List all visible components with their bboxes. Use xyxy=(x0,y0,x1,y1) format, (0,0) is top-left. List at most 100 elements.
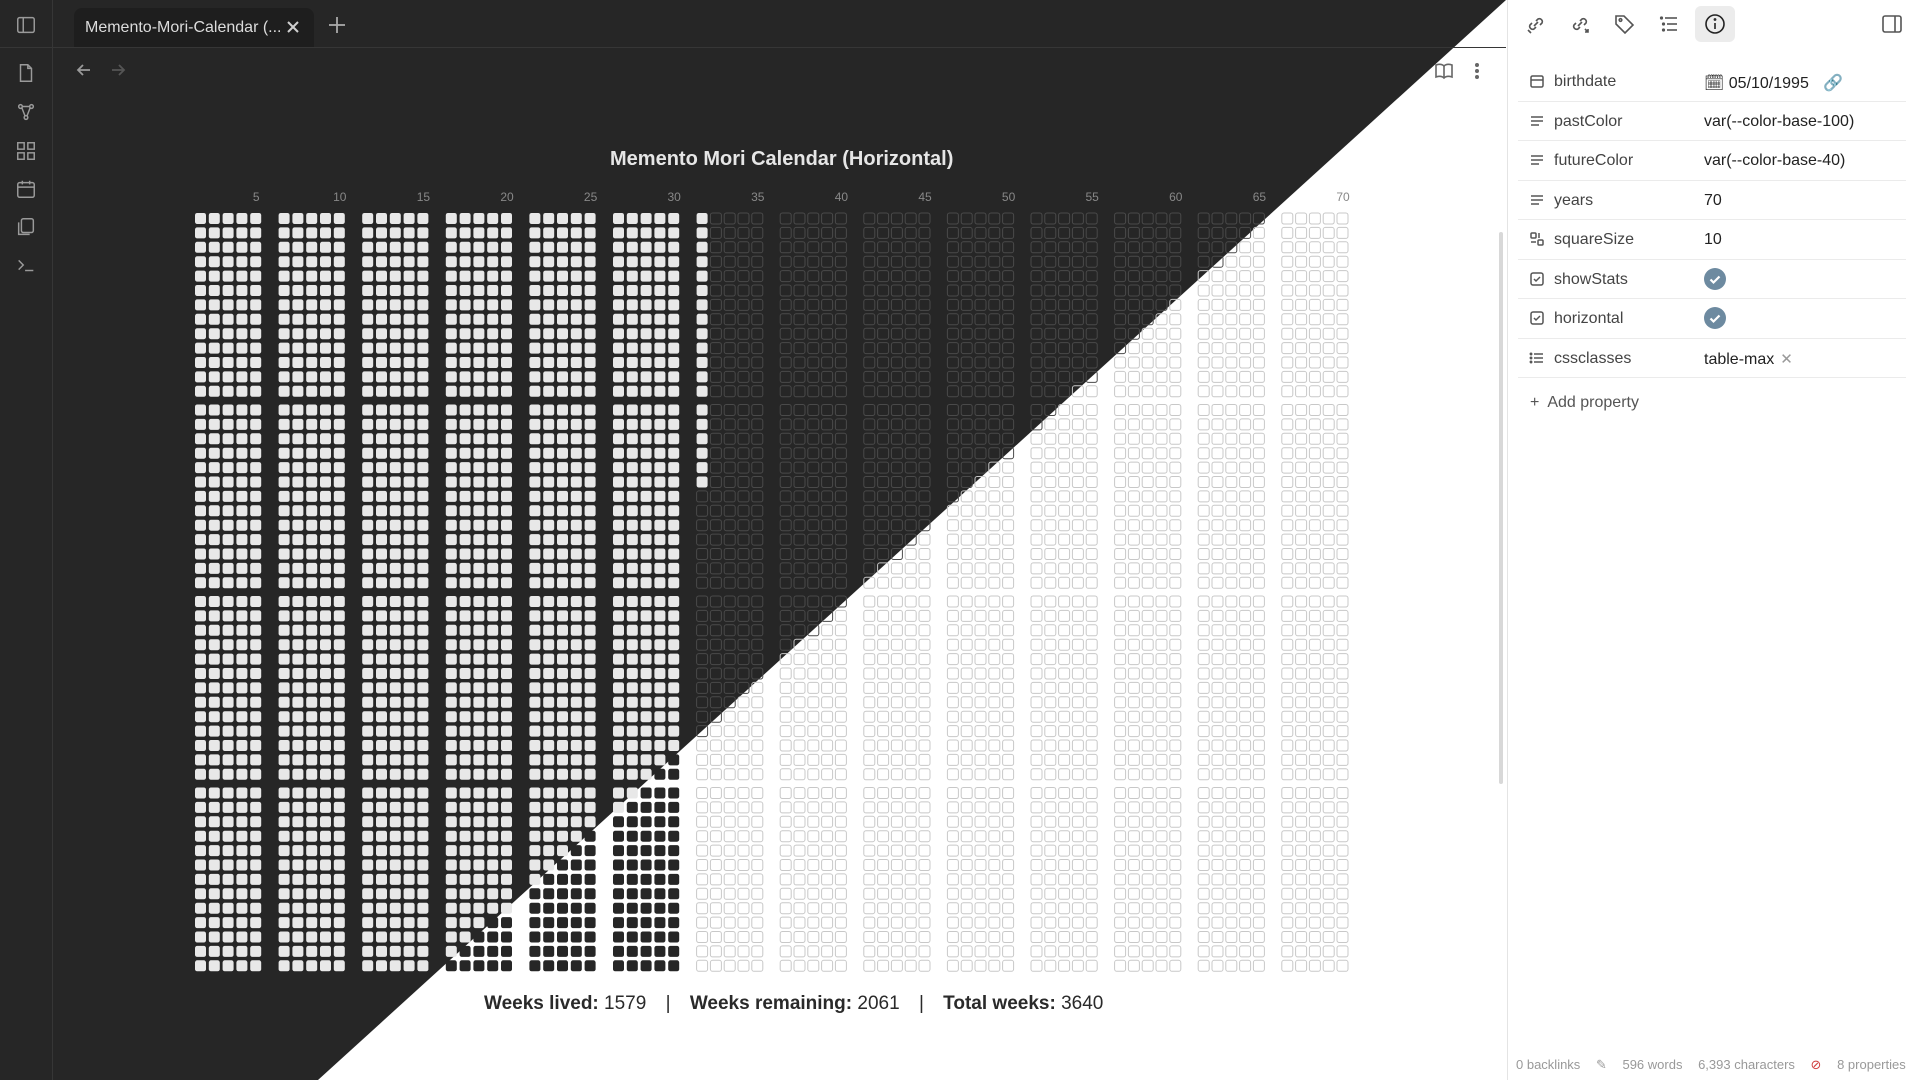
close-icon[interactable] xyxy=(284,18,302,36)
edit-icon[interactable]: ✎ xyxy=(1595,1057,1607,1072)
week-remaining xyxy=(1322,212,1335,225)
tags-icon[interactable] xyxy=(1613,12,1637,36)
week-lived xyxy=(445,299,457,311)
calendar-icon[interactable] xyxy=(1528,72,1546,90)
week-lived xyxy=(389,213,401,224)
week-lived xyxy=(208,610,220,622)
link-icon[interactable]: 🔗 xyxy=(1823,75,1844,92)
week-lived xyxy=(613,241,624,253)
calendar-icon[interactable] xyxy=(15,178,37,200)
date-value[interactable]: 05/10/1995 xyxy=(1728,75,1809,92)
checked-checkbox[interactable] xyxy=(1704,267,1726,290)
reading-view-icon[interactable] xyxy=(1433,60,1455,82)
week-remaining xyxy=(779,945,792,958)
outgoing-links-icon[interactable] xyxy=(1568,12,1592,36)
list-icon[interactable] xyxy=(1528,349,1546,367)
property-row-years[interactable]: years 70 xyxy=(1518,181,1906,220)
week-remaining xyxy=(1239,212,1252,225)
checked-checkbox[interactable] xyxy=(1704,307,1726,329)
templates-icon[interactable] xyxy=(15,216,37,238)
backlinks-count[interactable]: 0 backlinks xyxy=(1516,1057,1581,1072)
property-value[interactable]: var(--color-base-100) xyxy=(1704,112,1855,130)
property-row-showStats[interactable]: showStats xyxy=(1518,260,1906,299)
number-icon[interactable] xyxy=(1528,230,1546,248)
forward-arrow-icon[interactable] xyxy=(108,60,128,80)
week-lived xyxy=(195,768,206,780)
backlinks-icon[interactable] xyxy=(1524,12,1548,36)
property-value[interactable]: 🗓 05/10/1995 🔗 xyxy=(1704,73,1843,93)
new-tab-icon[interactable] xyxy=(326,14,348,36)
week-remaining xyxy=(1295,298,1308,311)
info-icon[interactable] xyxy=(1703,12,1727,36)
property-value[interactable]: var(--color-base-40) xyxy=(1704,152,1846,169)
property-row-birthdate[interactable]: birthdate 🗓 05/10/1995 🔗 xyxy=(1518,62,1906,102)
week-remaining xyxy=(1197,284,1210,297)
week-remaining xyxy=(1085,298,1098,311)
week-lived xyxy=(570,859,582,871)
week-remaining xyxy=(821,576,834,589)
week-remaining xyxy=(1058,815,1071,828)
week-remaining xyxy=(1058,519,1071,532)
property-key[interactable]: years xyxy=(1554,191,1594,209)
checkbox-icon[interactable] xyxy=(1528,309,1546,327)
week-remaining xyxy=(1336,873,1349,886)
week-remaining xyxy=(1239,255,1252,268)
week-remaining xyxy=(779,313,792,326)
text-lines-icon[interactable] xyxy=(1528,151,1546,169)
week-remaining xyxy=(1002,418,1015,431)
week-lived xyxy=(236,624,248,636)
add-property-button[interactable]: + Add property xyxy=(1530,394,1639,411)
terminal-icon[interactable] xyxy=(15,254,37,276)
week-remaining xyxy=(807,327,820,340)
week-remaining xyxy=(1169,313,1182,326)
week-remaining xyxy=(1127,576,1140,589)
property-row-cssclasses[interactable]: cssclasses table-max ✕ xyxy=(1518,339,1906,378)
property-key[interactable]: squareSize xyxy=(1554,231,1635,248)
property-key[interactable]: showStats xyxy=(1554,270,1628,288)
week-remaining xyxy=(1169,873,1182,886)
week-lived xyxy=(459,754,471,766)
text-lines-icon[interactable] xyxy=(1528,112,1546,130)
property-key[interactable]: birthdate xyxy=(1554,73,1617,90)
more-options-icon[interactable] xyxy=(1466,60,1488,82)
week-remaining xyxy=(821,370,834,383)
property-key[interactable]: horizontal xyxy=(1554,310,1624,327)
week-remaining xyxy=(1169,667,1182,680)
back-arrow-icon[interactable] xyxy=(74,60,94,80)
week-remaining xyxy=(793,638,806,651)
week-remaining xyxy=(1030,548,1043,560)
week-remaining xyxy=(1322,548,1335,560)
week-remaining xyxy=(834,562,847,575)
property-value[interactable]: 10 xyxy=(1704,231,1722,248)
property-key[interactable]: pastColor xyxy=(1554,112,1623,130)
css-class-chip[interactable]: table-max xyxy=(1704,350,1775,368)
remove-chip-icon[interactable]: ✕ xyxy=(1780,350,1793,368)
property-row-pastColor[interactable]: pastColor var(--color-base-100) xyxy=(1518,102,1906,141)
scrollbar[interactable] xyxy=(1499,232,1503,784)
week-lived xyxy=(403,696,415,708)
property-key[interactable]: cssclasses xyxy=(1554,349,1632,367)
sidebar-toggle-icon[interactable] xyxy=(15,14,37,36)
open-file-icon[interactable] xyxy=(15,62,37,84)
property-value[interactable]: table-max ✕ xyxy=(1704,350,1793,369)
week-remaining xyxy=(1281,432,1294,445)
graph-view-icon[interactable] xyxy=(15,101,37,123)
week-lived xyxy=(613,725,624,737)
property-key[interactable]: futureColor xyxy=(1554,152,1634,169)
week-lived xyxy=(278,931,290,943)
outline-icon[interactable] xyxy=(1657,12,1681,36)
checkbox-icon[interactable] xyxy=(1528,270,1546,288)
sync-off-icon[interactable]: ⊘ xyxy=(1810,1057,1822,1072)
tab-memento-mori[interactable]: Memento-Mori-Calendar (... xyxy=(74,8,314,48)
canvas-icon[interactable] xyxy=(15,140,37,162)
property-row-horizontal[interactable]: horizontal xyxy=(1518,299,1906,339)
property-row-squareSize[interactable]: squareSize 10 xyxy=(1518,220,1906,260)
week-remaining xyxy=(779,638,792,651)
text-lines-icon[interactable] xyxy=(1528,191,1546,209)
week-remaining xyxy=(1085,476,1098,488)
week-remaining xyxy=(890,298,903,311)
property-row-futureColor[interactable]: futureColor var(--color-base-40) xyxy=(1518,141,1906,181)
week-lived xyxy=(668,385,680,397)
property-value[interactable]: 70 xyxy=(1704,191,1722,209)
right-sidebar-toggle-icon[interactable] xyxy=(1880,12,1904,36)
